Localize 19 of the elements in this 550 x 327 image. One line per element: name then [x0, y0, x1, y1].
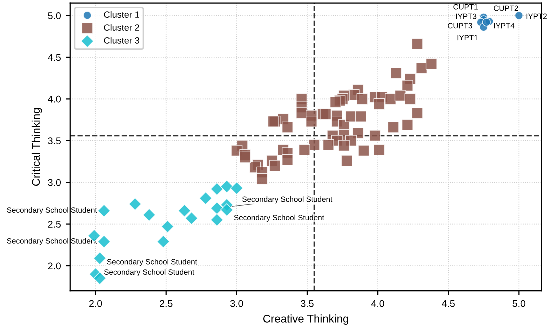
x-tick-label: 2.0 — [90, 300, 102, 308]
y-tick-label: 5.0 — [48, 12, 61, 20]
x-tick-label: 5.0 — [512, 300, 526, 308]
y-tick-label: 4.5 — [48, 54, 61, 62]
y-tick-label: 4.0 — [48, 96, 61, 103]
legend-label: Cluster 1 — [104, 11, 140, 18]
y-tick-label: 3.0 — [48, 179, 61, 186]
x-tick-label: 4.5 — [442, 300, 455, 308]
x-tick-label: 3.0 — [230, 300, 244, 308]
x-axis-title: Creative Thinking — [264, 314, 348, 326]
y-axis-title: Critical Thinking — [32, 108, 42, 186]
x-tick-label: 2.5 — [160, 300, 173, 308]
y-tick-label: 2.0 — [48, 262, 61, 270]
y-tick-label: 2.5 — [48, 221, 61, 228]
x-tick-label: 3.5 — [301, 300, 314, 308]
y-tick-label: 3.5 — [48, 138, 61, 145]
legend-label: Cluster 2 — [104, 24, 140, 31]
legend-label: Cluster 3 — [104, 37, 140, 44]
x-tick-label: 4.0 — [372, 300, 384, 308]
